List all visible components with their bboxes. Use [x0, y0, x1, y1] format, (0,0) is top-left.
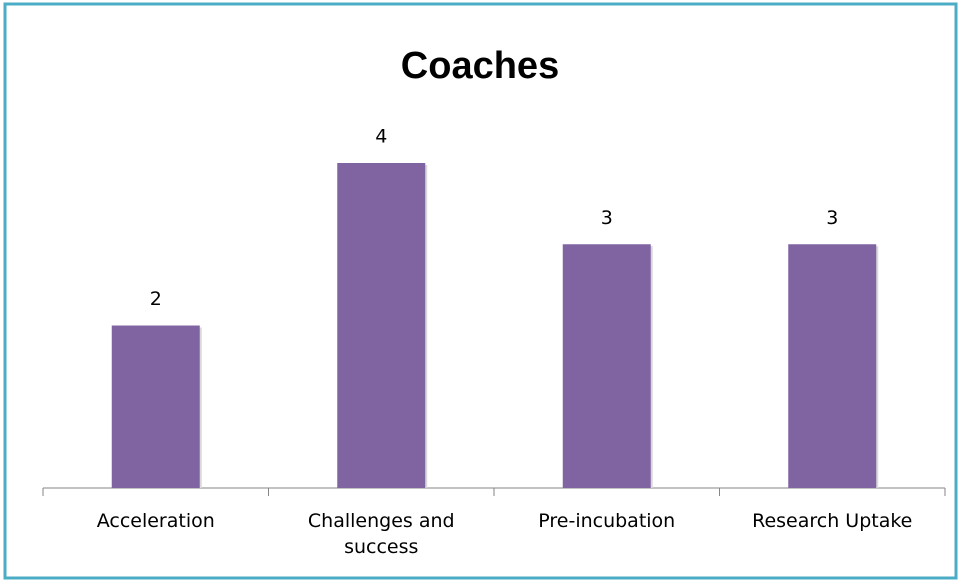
- data-label: 3: [601, 207, 613, 229]
- x-tick-label: Pre-incubation: [538, 510, 676, 532]
- x-label-box: Acceleration: [96, 510, 215, 532]
- bar: [337, 163, 426, 488]
- x-label-box: Challenges and success: [307, 510, 455, 558]
- x-tick-label: Research Uptake: [752, 510, 913, 532]
- bar: [562, 244, 651, 488]
- x-tick-label: Challenges and success: [307, 510, 455, 558]
- bar: [111, 325, 200, 488]
- data-label: 2: [150, 288, 162, 310]
- x-label-box: Pre-incubation: [538, 510, 676, 532]
- x-tick-label: Acceleration: [96, 510, 215, 532]
- bar: [788, 244, 877, 488]
- chart-title: Coaches: [401, 45, 559, 87]
- data-label: 4: [375, 126, 387, 148]
- data-label: 3: [826, 207, 838, 229]
- x-label-box: Research Uptake: [752, 510, 913, 532]
